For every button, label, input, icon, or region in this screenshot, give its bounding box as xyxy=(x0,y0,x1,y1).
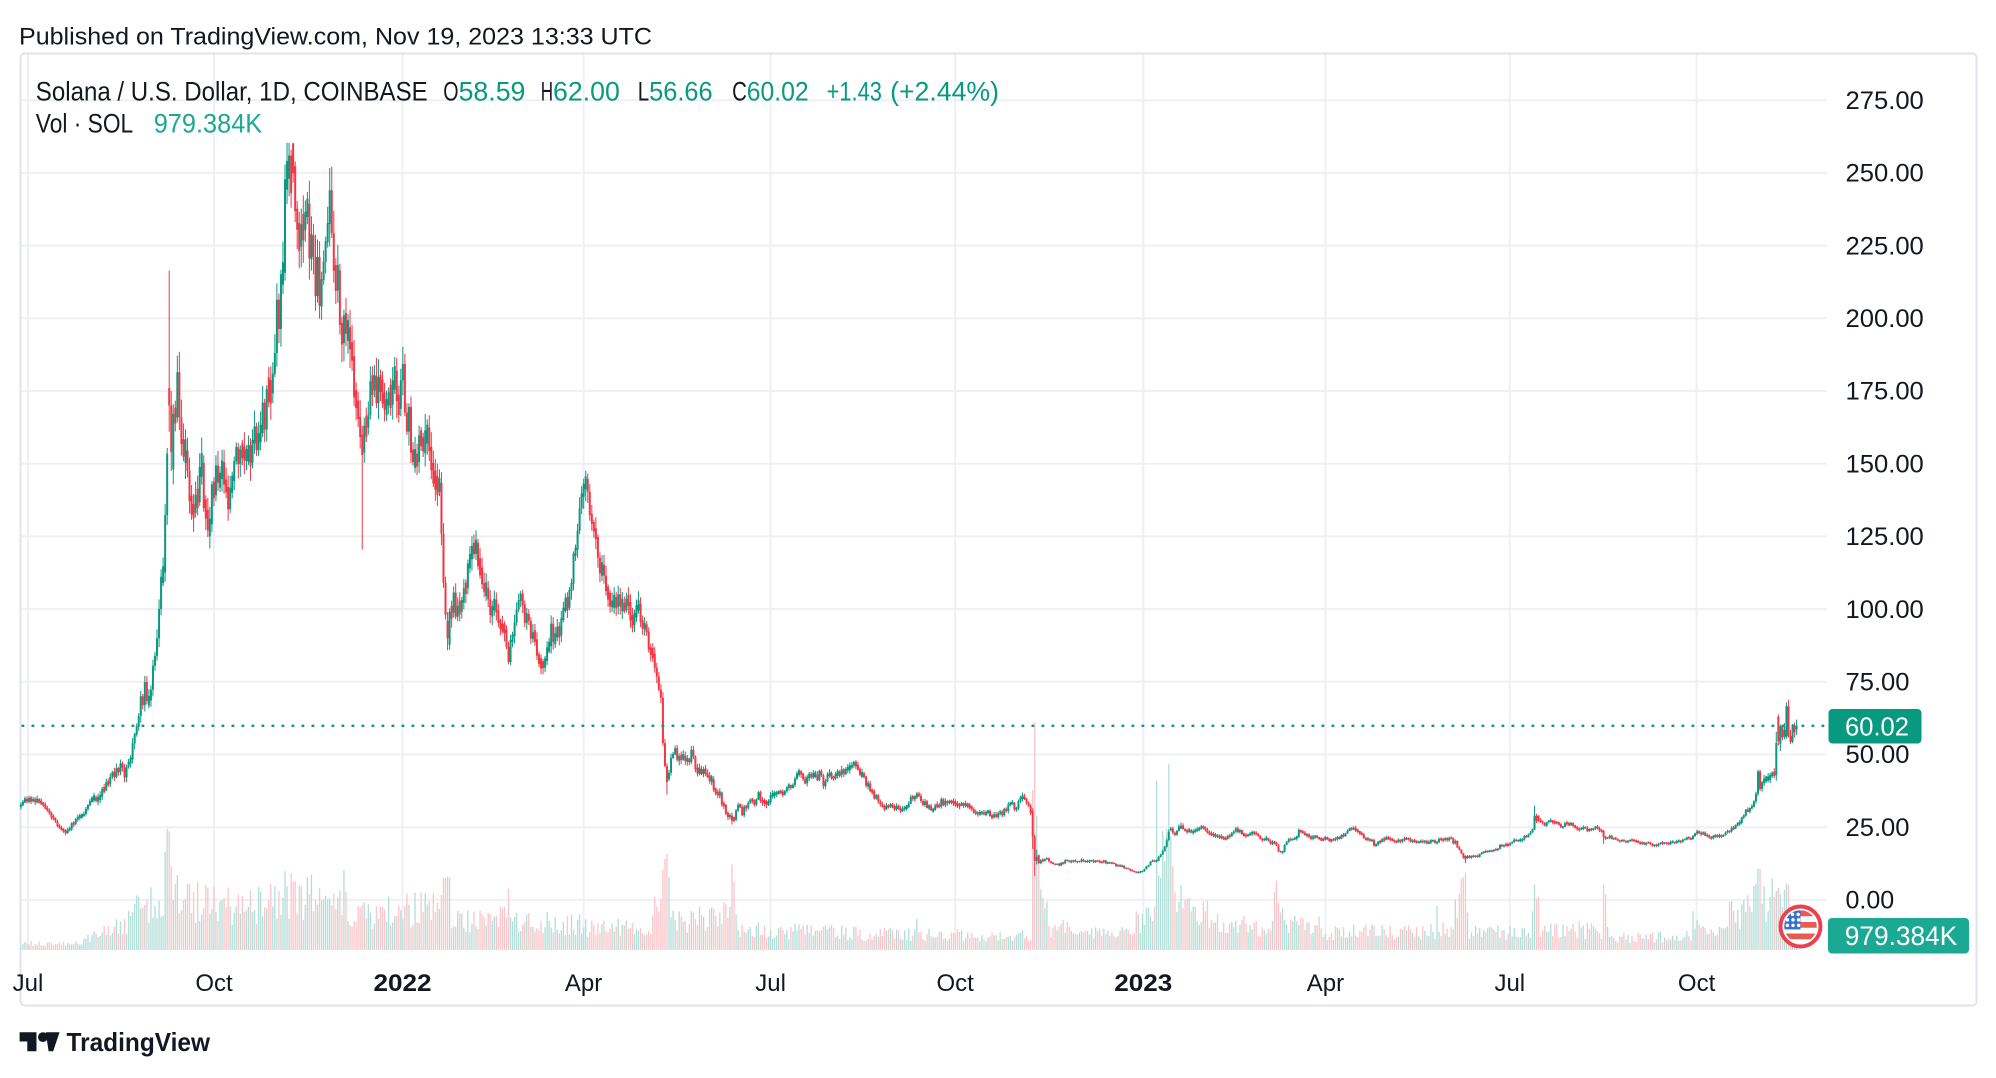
svg-text:2022: 2022 xyxy=(374,970,432,997)
svg-text:TradingView: TradingView xyxy=(67,1027,211,1057)
svg-text:Jul: Jul xyxy=(755,970,786,997)
svg-text:Jul: Jul xyxy=(13,970,44,997)
svg-text:979.384K: 979.384K xyxy=(1845,921,1958,951)
svg-text:225.00: 225.00 xyxy=(1846,232,1924,260)
svg-text:75.00: 75.00 xyxy=(1846,669,1910,697)
svg-text:Oct: Oct xyxy=(195,970,233,997)
svg-text:0.00: 0.00 xyxy=(1846,887,1895,915)
svg-text:125.00: 125.00 xyxy=(1846,523,1924,551)
svg-text:Solana / U.S. Dollar, 1D, COIN: Solana / U.S. Dollar, 1D, COINBASE O58.59… xyxy=(36,77,999,107)
svg-text:Oct: Oct xyxy=(1678,970,1716,997)
svg-text:175.00: 175.00 xyxy=(1846,378,1924,406)
svg-text:275.00: 275.00 xyxy=(1846,87,1924,115)
svg-text:60.02: 60.02 xyxy=(1845,712,1909,742)
svg-text:250.00: 250.00 xyxy=(1846,160,1924,188)
svg-text:Jul: Jul xyxy=(1494,970,1525,997)
svg-text:Apr: Apr xyxy=(1307,970,1344,997)
svg-text:2023: 2023 xyxy=(1114,970,1172,997)
svg-text:50.00: 50.00 xyxy=(1846,741,1910,769)
svg-text:Published on TradingView.com,: Published on TradingView.com, Nov 19, 20… xyxy=(19,24,652,51)
svg-text:Oct: Oct xyxy=(937,970,975,997)
svg-text:150.00: 150.00 xyxy=(1846,450,1924,478)
svg-text:25.00: 25.00 xyxy=(1846,814,1910,842)
svg-text:Apr: Apr xyxy=(565,970,602,997)
svg-text:100.00: 100.00 xyxy=(1846,596,1924,624)
svg-text:200.00: 200.00 xyxy=(1846,305,1924,333)
